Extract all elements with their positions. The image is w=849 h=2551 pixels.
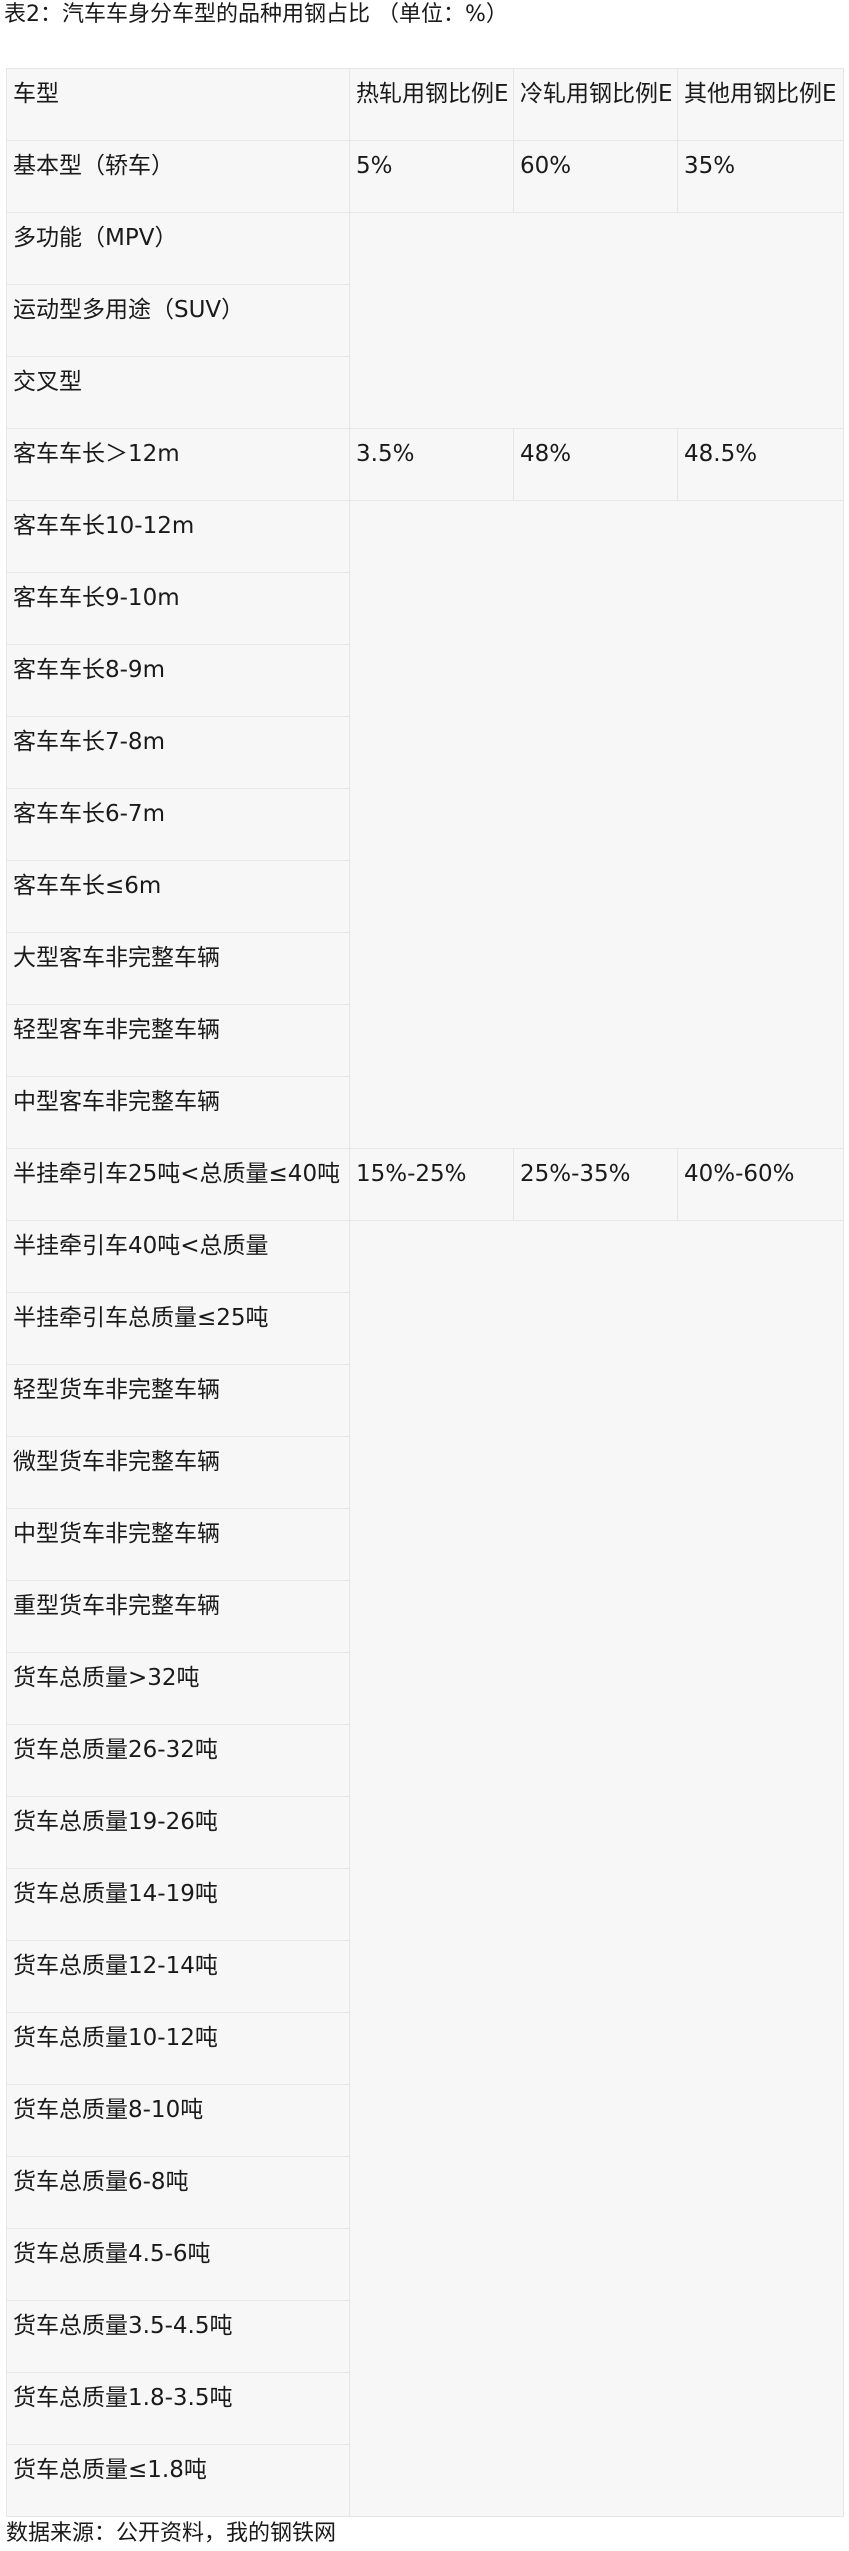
- table-row: 半挂牵引车40吨<总质量: [6, 1220, 844, 2517]
- vehicle-type-cell: 半挂牵引车25吨<总质量≤40吨: [6, 1148, 350, 1221]
- vehicle-type-cell: 中型货车非完整车辆: [6, 1508, 350, 1581]
- header-cell-other: 其他用钢比例E: [677, 68, 844, 141]
- table-row: 货车总质量≤1.8吨: [6, 2444, 844, 2517]
- table-row: 货车总质量>32吨: [6, 1652, 844, 1725]
- header-cell-cold-rolled: 冷轧用钢比例E: [513, 68, 678, 141]
- merged-empty-cell: [349, 1220, 844, 2517]
- cold-rolled-value-cell: 60%: [513, 140, 678, 213]
- table-row: 中型货车非完整车辆: [6, 1508, 844, 1581]
- vehicle-type-cell: 货车总质量>32吨: [6, 1652, 350, 1725]
- hot-rolled-value-cell: 15%-25%: [349, 1148, 514, 1221]
- vehicle-type-cell: 货车总质量8-10吨: [6, 2084, 350, 2157]
- vehicle-type-cell: 基本型（轿车）: [6, 140, 350, 213]
- other-value-cell: 40%-60%: [677, 1148, 844, 1221]
- vehicle-type-cell: 货车总质量10-12吨: [6, 2012, 350, 2085]
- table-row: 货车总质量3.5-4.5吨: [6, 2300, 844, 2373]
- header-cell-vehicle-type: 车型: [6, 68, 350, 141]
- vehicle-type-cell: 大型客车非完整车辆: [6, 932, 350, 1005]
- other-value-cell: 48.5%: [677, 428, 844, 501]
- table-row: 客车车长8-9m: [6, 644, 844, 717]
- vehicle-type-cell: 中型客车非完整车辆: [6, 1076, 350, 1149]
- hot-rolled-value-cell: 5%: [349, 140, 514, 213]
- vehicle-type-cell: 交叉型: [6, 356, 350, 429]
- table-row: 货车总质量10-12吨: [6, 2012, 844, 2085]
- table-header-row: 车型 热轧用钢比例E 冷轧用钢比例E 其他用钢比例E: [6, 68, 844, 141]
- vehicle-type-cell: 轻型货车非完整车辆: [6, 1364, 350, 1437]
- vehicle-type-cell: 半挂牵引车总质量≤25吨: [6, 1292, 350, 1365]
- vehicle-type-cell: 半挂牵引车40吨<总质量: [6, 1220, 350, 1293]
- table-row: 货车总质量1.8-3.5吨: [6, 2372, 844, 2445]
- steel-ratio-table: 车型 热轧用钢比例E 冷轧用钢比例E 其他用钢比例E 基本型（轿车） 5% 60% 3…: [6, 68, 844, 2517]
- vehicle-type-cell: 货车总质量14-19吨: [6, 1868, 350, 1941]
- other-value-cell: 35%: [677, 140, 844, 213]
- vehicle-type-cell: 客车车长7-8m: [6, 716, 350, 789]
- table-row: 客车车长10-12m: [6, 500, 844, 1149]
- cold-rolled-value-cell: 25%-35%: [513, 1148, 678, 1221]
- vehicle-type-cell: 客车车长≤6m: [6, 860, 350, 933]
- vehicle-type-cell: 货车总质量26-32吨: [6, 1724, 350, 1797]
- table-row: 基本型（轿车） 5% 60% 35%: [6, 140, 844, 213]
- vehicle-type-cell: 货车总质量3.5-4.5吨: [6, 2300, 350, 2373]
- steel-ratio-table-container: 车型 热轧用钢比例E 冷轧用钢比例E 其他用钢比例E 基本型（轿车） 5% 60% 3…: [6, 68, 844, 2517]
- table-title: 表2：汽车车身分车型的品种用钢占比 （单位：%）: [4, 2, 508, 27]
- header-cell-hot-rolled: 热轧用钢比例E: [349, 68, 514, 141]
- vehicle-type-cell: 运动型多用途（SUV）: [6, 284, 350, 357]
- table-row: 轻型客车非完整车辆: [6, 1004, 844, 1077]
- table-row: 客车车长7-8m: [6, 716, 844, 789]
- vehicle-type-cell: 轻型客车非完整车辆: [6, 1004, 350, 1077]
- merged-empty-cell: [349, 500, 844, 1149]
- vehicle-type-cell: 货车总质量4.5-6吨: [6, 2228, 350, 2301]
- table-row: 半挂牵引车25吨<总质量≤40吨 15%-25% 25%-35% 40%-60%: [6, 1148, 844, 1221]
- vehicle-type-cell: 重型货车非完整车辆: [6, 1580, 350, 1653]
- table-row: 大型客车非完整车辆: [6, 932, 844, 1005]
- vehicle-type-cell: 客车车长8-9m: [6, 644, 350, 717]
- table-row: 交叉型: [6, 356, 844, 429]
- table-row: 客车车长＞12m 3.5% 48% 48.5%: [6, 428, 844, 501]
- vehicle-type-cell: 客车车长9-10m: [6, 572, 350, 645]
- table-row: 客车车长≤6m: [6, 860, 844, 933]
- vehicle-type-cell: 货车总质量12-14吨: [6, 1940, 350, 2013]
- vehicle-type-cell: 多功能（MPV）: [6, 212, 350, 285]
- hot-rolled-value-cell: 3.5%: [349, 428, 514, 501]
- vehicle-type-cell: 货车总质量6-8吨: [6, 2156, 350, 2229]
- data-source-note: 数据来源：公开资料，我的钢铁网: [6, 2521, 337, 2546]
- vehicle-type-cell: 货车总质量1.8-3.5吨: [6, 2372, 350, 2445]
- table-row: 货车总质量14-19吨: [6, 1868, 844, 1941]
- vehicle-type-cell: 微型货车非完整车辆: [6, 1436, 350, 1509]
- table-row: 货车总质量6-8吨: [6, 2156, 844, 2229]
- table-row: 运动型多用途（SUV）: [6, 284, 844, 357]
- table-row: 微型货车非完整车辆: [6, 1436, 844, 1509]
- table-row: 货车总质量12-14吨: [6, 1940, 844, 2013]
- cold-rolled-value-cell: 48%: [513, 428, 678, 501]
- vehicle-type-cell: 客车车长＞12m: [6, 428, 350, 501]
- vehicle-type-cell: 货车总质量≤1.8吨: [6, 2444, 350, 2517]
- table-row: 多功能（MPV）: [6, 212, 844, 429]
- merged-empty-cell: [349, 212, 844, 429]
- vehicle-type-cell: 客车车长10-12m: [6, 500, 350, 573]
- table-row: 货车总质量4.5-6吨: [6, 2228, 844, 2301]
- vehicle-type-cell: 货车总质量19-26吨: [6, 1796, 350, 1869]
- table-row: 货车总质量8-10吨: [6, 2084, 844, 2157]
- table-row: 客车车长6-7m: [6, 788, 844, 861]
- vehicle-type-cell: 客车车长6-7m: [6, 788, 350, 861]
- table-row: 轻型货车非完整车辆: [6, 1364, 844, 1437]
- table-row: 货车总质量19-26吨: [6, 1796, 844, 1869]
- table-row: 中型客车非完整车辆: [6, 1076, 844, 1149]
- table-row: 半挂牵引车总质量≤25吨: [6, 1292, 844, 1365]
